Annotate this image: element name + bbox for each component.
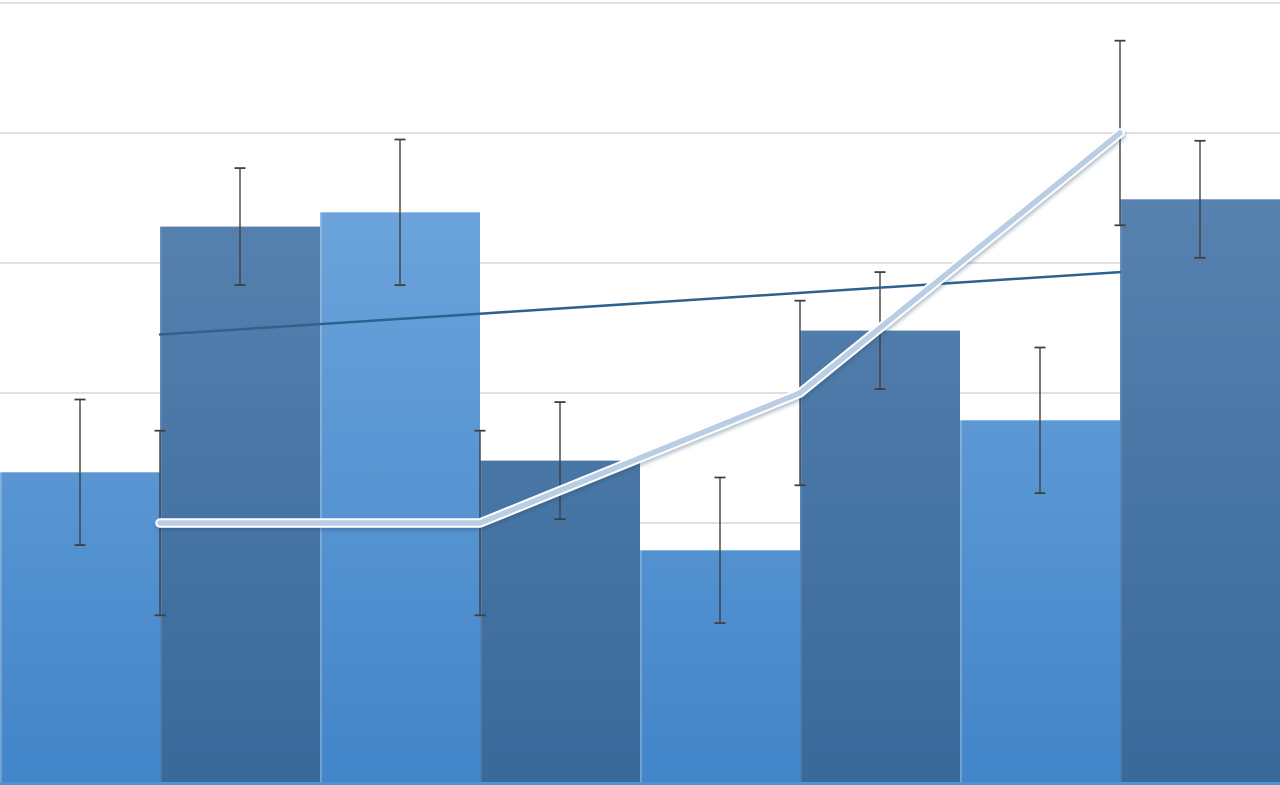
bar-edge-highlight	[1120, 199, 1122, 784]
bar	[1120, 199, 1280, 784]
line-series-thick-light	[155, 128, 1125, 528]
bar	[800, 330, 960, 783]
bar-edge-highlight	[0, 472, 2, 783]
bar-edge-highlight	[160, 226, 162, 784]
bar-edge-highlight	[640, 550, 642, 783]
x-axis-baseline	[0, 782, 1280, 785]
bar-edge-highlight	[800, 330, 802, 783]
bar-series-light-error-bars	[74, 138, 1046, 624]
bar	[160, 226, 320, 784]
bar-edge-highlight	[320, 212, 322, 784]
line-series-thin-dark	[158, 270, 1122, 336]
line-core	[158, 270, 1122, 336]
bar-series-dark-error-bars	[234, 139, 1206, 520]
bar	[320, 212, 480, 784]
bar-edge-highlight	[480, 460, 482, 783]
bar-edge-highlight	[960, 420, 962, 783]
line-core	[157, 130, 1123, 526]
